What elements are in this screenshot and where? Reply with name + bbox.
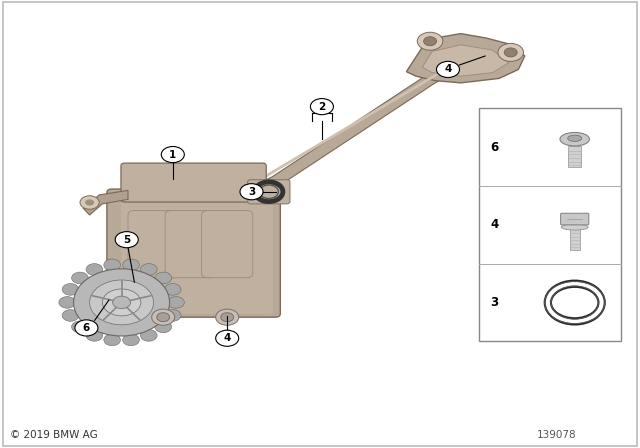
FancyBboxPatch shape [561, 213, 589, 225]
FancyBboxPatch shape [121, 163, 266, 202]
Circle shape [102, 289, 141, 316]
Ellipse shape [561, 224, 588, 230]
Circle shape [86, 263, 102, 275]
Circle shape [113, 296, 131, 309]
Circle shape [164, 284, 181, 295]
Circle shape [123, 259, 140, 271]
FancyBboxPatch shape [121, 190, 273, 314]
Circle shape [115, 232, 138, 248]
Circle shape [72, 321, 88, 333]
Circle shape [85, 199, 94, 206]
FancyBboxPatch shape [165, 211, 216, 278]
Text: 5: 5 [123, 235, 131, 245]
Circle shape [155, 321, 172, 333]
Circle shape [104, 259, 120, 271]
FancyBboxPatch shape [202, 211, 253, 278]
Circle shape [240, 184, 263, 200]
Circle shape [221, 313, 234, 322]
Text: 3: 3 [491, 296, 499, 309]
FancyBboxPatch shape [479, 108, 621, 341]
Circle shape [417, 32, 443, 50]
Circle shape [168, 297, 184, 308]
Circle shape [62, 284, 79, 295]
Text: 6: 6 [83, 323, 90, 333]
Polygon shape [422, 45, 509, 76]
Text: © 2019 BMW AG: © 2019 BMW AG [10, 430, 97, 440]
Circle shape [504, 48, 517, 57]
Circle shape [436, 61, 460, 78]
Circle shape [155, 272, 172, 284]
Circle shape [152, 309, 175, 325]
Text: 139078: 139078 [537, 430, 577, 440]
Circle shape [80, 196, 99, 209]
FancyBboxPatch shape [570, 227, 580, 250]
Text: 4: 4 [223, 333, 231, 343]
FancyBboxPatch shape [128, 211, 179, 278]
Circle shape [140, 330, 157, 341]
Polygon shape [243, 52, 470, 204]
Circle shape [498, 43, 524, 61]
Circle shape [216, 309, 239, 325]
Circle shape [216, 330, 239, 346]
Circle shape [123, 334, 140, 346]
FancyBboxPatch shape [107, 189, 280, 317]
Text: 2: 2 [318, 102, 326, 112]
Circle shape [72, 272, 88, 284]
Circle shape [62, 310, 79, 321]
Circle shape [164, 310, 181, 321]
Polygon shape [83, 190, 128, 215]
FancyBboxPatch shape [568, 146, 581, 168]
Circle shape [86, 330, 102, 341]
Circle shape [141, 263, 157, 275]
FancyBboxPatch shape [248, 180, 290, 204]
Circle shape [424, 37, 436, 46]
Text: 4: 4 [444, 65, 452, 74]
Text: 3: 3 [248, 187, 255, 197]
Text: 6: 6 [491, 141, 499, 154]
Circle shape [59, 297, 76, 308]
Ellipse shape [560, 133, 589, 146]
Circle shape [161, 146, 184, 163]
Polygon shape [406, 34, 525, 83]
Circle shape [90, 280, 154, 325]
Circle shape [75, 320, 98, 336]
Circle shape [310, 99, 333, 115]
Text: 1: 1 [169, 150, 177, 159]
Circle shape [157, 313, 170, 322]
Text: 4: 4 [491, 218, 499, 232]
Circle shape [104, 334, 120, 346]
Circle shape [74, 269, 170, 336]
Ellipse shape [568, 135, 582, 142]
